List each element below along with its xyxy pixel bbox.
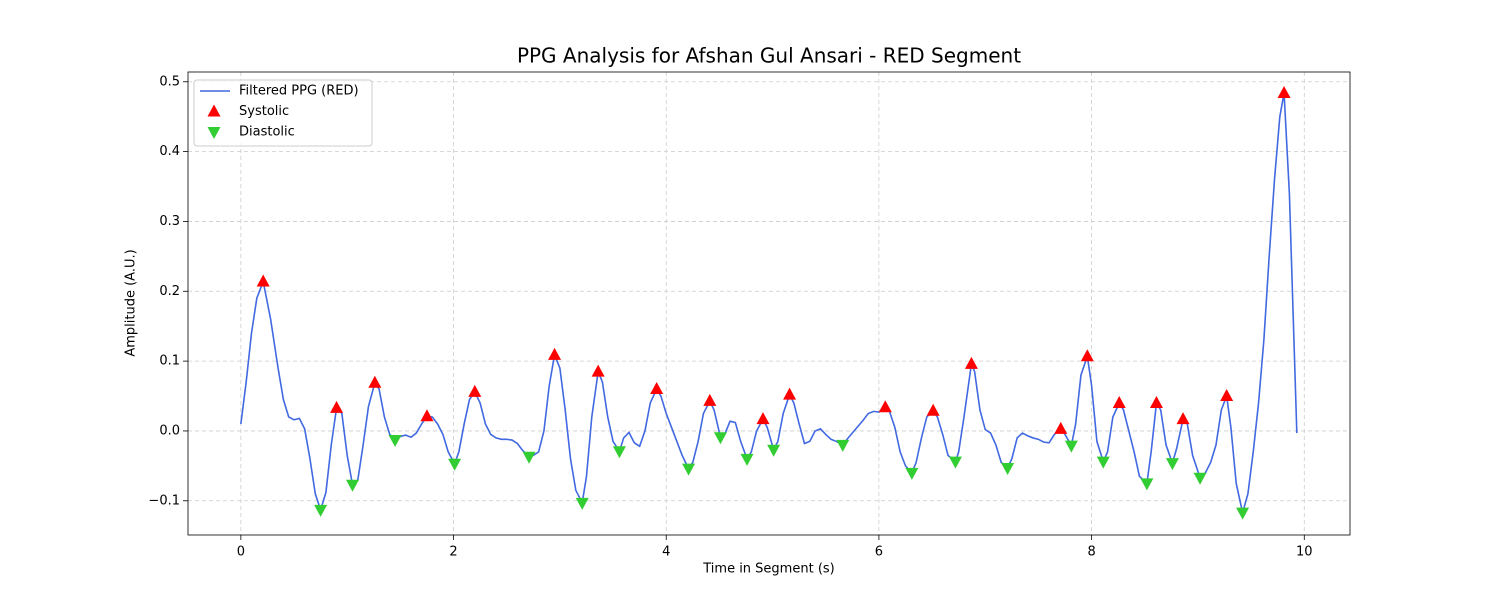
y-tick-label: −0.1 [148, 493, 180, 508]
legend-label: Systolic [239, 104, 289, 119]
systolic-marker [591, 364, 605, 377]
systolic-marker [703, 393, 717, 406]
x-tick-label: 8 [1087, 545, 1095, 560]
y-tick-label: 0.3 [159, 214, 180, 229]
y-axis-label: Amplitude (A.U.) [124, 249, 139, 356]
systolic-marker [1080, 349, 1094, 362]
x-tick-label: 0 [237, 545, 245, 560]
systolic-marker [548, 347, 562, 360]
y-tick-label: 0.1 [159, 354, 180, 369]
legend-box [193, 79, 373, 147]
diastolic-marker [1236, 507, 1250, 520]
diastolic-marker [1140, 478, 1154, 491]
x-tick-label: 10 [1296, 545, 1313, 560]
systolic-marker [650, 382, 664, 395]
systolic-marker [420, 409, 434, 422]
diastolic-marker [388, 435, 402, 448]
systolic-marker [1112, 396, 1126, 409]
systolic-marker [926, 403, 940, 416]
systolic-marker [330, 400, 344, 413]
y-tick-label: 0.5 [159, 74, 180, 89]
legend-swatch [207, 127, 221, 139]
systolic-marker [756, 412, 770, 425]
systolic-marker [1220, 389, 1234, 402]
diastolic-marker [1001, 462, 1015, 475]
diastolic-marker [767, 444, 781, 457]
diastolic-marker [575, 497, 589, 510]
plot-frame [187, 71, 1351, 536]
systolic-marker [1054, 421, 1068, 434]
y-tick-label: 0.4 [159, 144, 180, 159]
diastolic-marker [448, 458, 462, 471]
ppg-line [240, 92, 1298, 513]
systolic-marker [878, 400, 892, 413]
legend-label: Filtered PPG (RED) [239, 84, 359, 99]
systolic-marker [1277, 85, 1291, 98]
systolic-marker [1176, 412, 1190, 425]
diastolic-marker [682, 463, 696, 476]
diastolic-marker [905, 467, 919, 480]
diastolic-marker [1193, 472, 1207, 485]
y-tick-label: 0.2 [159, 284, 180, 299]
legend-label: Diastolic [239, 125, 295, 140]
x-tick-label: 6 [875, 545, 883, 560]
legend: Filtered PPG (RED) Systolic Diastolic [193, 79, 373, 147]
diastolic-marker [740, 453, 754, 466]
diastolic-marker [1064, 440, 1078, 453]
diastolic-marker [1096, 456, 1110, 469]
diastolic-marker [1165, 458, 1179, 471]
systolic-marker [783, 387, 797, 400]
diastolic-marker [836, 439, 850, 452]
x-tick-label: 2 [449, 545, 457, 560]
legend-swatch [207, 104, 221, 117]
diastolic-marker [948, 456, 962, 469]
diastolic-marker [314, 504, 328, 517]
y-tick-label: 0.0 [159, 423, 180, 438]
diastolic-marker [522, 451, 536, 464]
chart-title: PPG Analysis for Afshan Gul Ansari - RED… [517, 44, 1021, 68]
systolic-marker [368, 375, 382, 388]
x-tick-label: 4 [662, 545, 670, 560]
diastolic-marker [713, 432, 727, 445]
diastolic-marker [612, 446, 626, 459]
systolic-marker [256, 274, 270, 287]
systolic-marker [1149, 396, 1163, 409]
diastolic-marker [346, 479, 360, 492]
systolic-marker [964, 356, 978, 369]
x-axis-label: Time in Segment (s) [702, 562, 834, 577]
systolic-marker [468, 384, 482, 397]
